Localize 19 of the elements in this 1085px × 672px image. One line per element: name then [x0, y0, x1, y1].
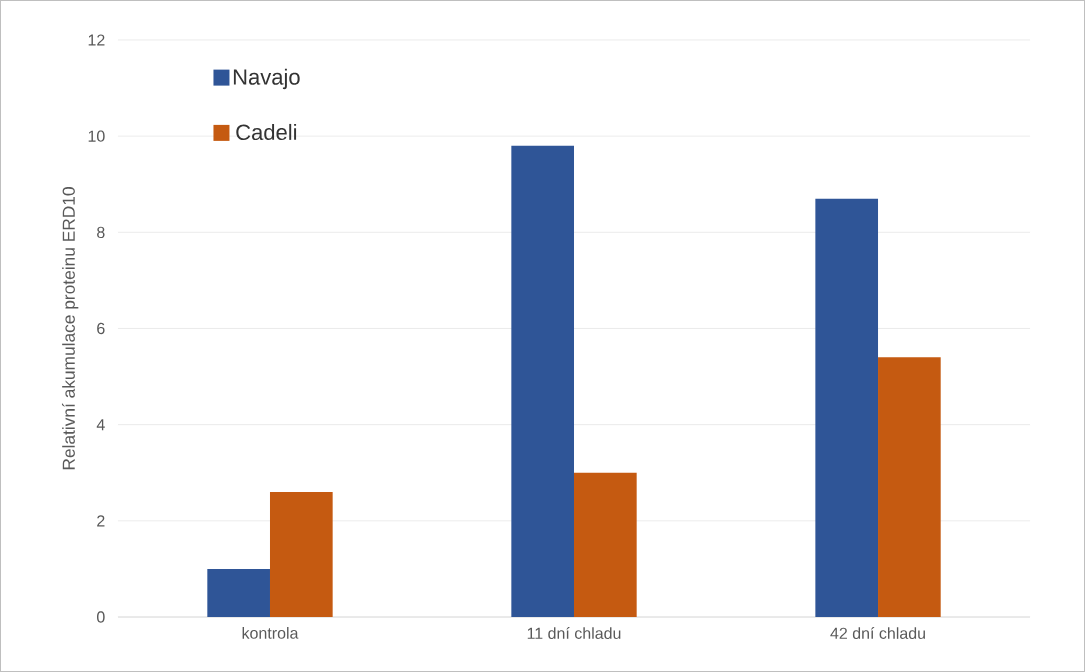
- y-tick-label: 6: [97, 322, 105, 335]
- bar: [878, 357, 941, 618]
- bar: [815, 198, 879, 618]
- y-tick-label: 12: [88, 34, 105, 46]
- x-tick-label: 11 dní chladu: [527, 627, 621, 639]
- x-tick-label: 42 dní chladu: [830, 627, 925, 639]
- x-tick-label: kontrola: [242, 627, 299, 639]
- y-tick-label: 8: [97, 226, 105, 238]
- bar: [269, 491, 333, 618]
- y-tick-label: 2: [97, 515, 105, 527]
- y-axis-title: Relativní akumulace proteinu ERD10: [61, 187, 79, 470]
- bar: [511, 145, 575, 618]
- bar: [207, 568, 270, 618]
- legend-label: Navajo: [233, 68, 300, 90]
- legend-label: Cadeli: [236, 123, 297, 141]
- y-tick-label: 10: [88, 130, 105, 142]
- bar: [574, 472, 637, 618]
- y-tick-label: 4: [96, 419, 105, 431]
- y-tick-label: 0: [97, 611, 105, 623]
